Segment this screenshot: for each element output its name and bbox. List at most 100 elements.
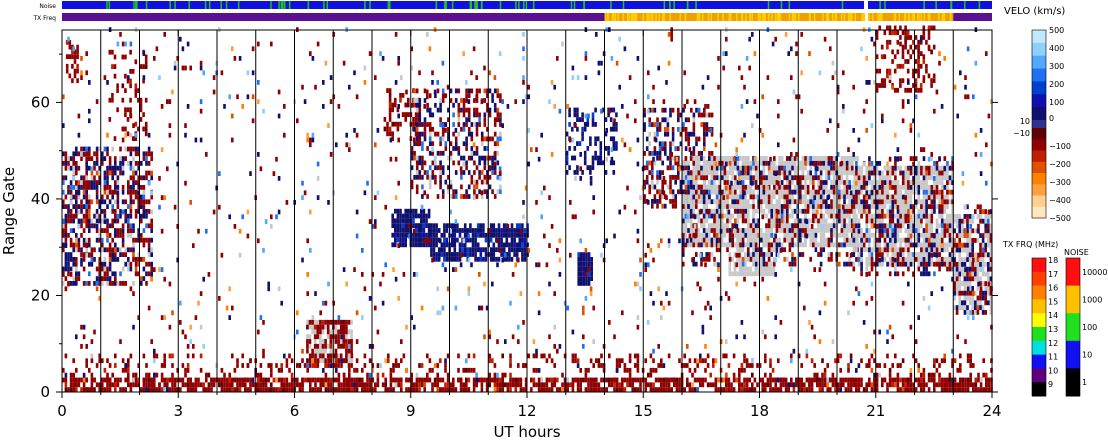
backscatter-pixel [770, 252, 773, 257]
backscatter-pixel [746, 257, 750, 262]
backscatter-pixel [862, 194, 866, 200]
backscatter-pixel [757, 242, 760, 248]
backscatter-pixel [741, 237, 745, 243]
backscatter-pixel [131, 136, 135, 141]
backscatter-pixel [396, 218, 400, 224]
backscatter-pixel [677, 112, 680, 118]
backscatter-pixel [796, 218, 799, 224]
backscatter-pixel [489, 252, 493, 257]
backscatter-pixel [90, 170, 94, 176]
backscatter-pixel [106, 218, 109, 224]
backscatter-pixel [845, 170, 849, 176]
backscatter-pixel [896, 63, 900, 69]
backscatter-pixel [731, 194, 734, 200]
backscatter-pixel [812, 199, 815, 205]
backscatter-pixel [907, 204, 910, 209]
backscatter-pixel [870, 232, 874, 238]
backscatter-pixel [111, 146, 114, 152]
backscatter-pixel [705, 131, 709, 137]
backscatter-pixel [643, 165, 646, 171]
backscatter-pixel [441, 131, 445, 137]
backscatter-pixel [845, 175, 849, 180]
txfreq-strip-speckle [763, 13, 766, 21]
backscatter-pixel [922, 232, 926, 238]
backscatter-pixel [741, 189, 745, 195]
backscatter-pixel [896, 228, 900, 233]
backscatter-pixel [695, 170, 698, 176]
backscatter-pixel [664, 141, 667, 147]
backscatter-pixel [137, 165, 140, 171]
backscatter-pixel [809, 165, 812, 171]
backscatter-pixel [749, 165, 753, 171]
backscatter-pixel [979, 214, 982, 219]
backscatter-pixel [817, 156, 820, 161]
backscatter-pixel [440, 247, 444, 253]
backscatter-pixel [922, 271, 926, 277]
backscatter-pixel [469, 247, 472, 253]
backscatter-pixel [791, 256, 794, 262]
backscatter-pixel [590, 257, 593, 262]
backscatter-pixel [645, 179, 649, 185]
backscatter-pixel [687, 204, 690, 209]
backscatter-pixel [796, 170, 799, 176]
backscatter-pixel [591, 117, 595, 122]
backscatter-pixel [643, 179, 646, 185]
backscatter-pixel [111, 93, 114, 98]
backscatter-pixel [951, 189, 954, 195]
backscatter-pixel [124, 73, 127, 79]
txfreq-strip-speckle [736, 13, 738, 21]
backscatter-pixel [989, 300, 993, 306]
backscatter-pixel [907, 194, 910, 200]
backscatter-pixel [901, 208, 905, 214]
backscatter-pixel [82, 213, 86, 219]
backscatter-pixel [917, 213, 921, 219]
backscatter-pixel [878, 83, 881, 88]
backscatter-pixel [783, 223, 786, 228]
backscatter-pixel [886, 44, 889, 50]
backscatter-pixel [565, 160, 569, 166]
backscatter-pixel [896, 223, 900, 229]
backscatter-pixel [754, 194, 758, 200]
backscatter-pixel [103, 156, 107, 161]
backscatter-pixel [132, 170, 135, 176]
backscatter-pixel [938, 247, 941, 253]
backscatter-pixel [987, 290, 990, 296]
backscatter-pixel [809, 194, 812, 200]
backscatter-pixel [93, 175, 96, 181]
backscatter-pixel [783, 160, 786, 166]
backscatter-pixel [888, 194, 892, 200]
backscatter-pixel [454, 194, 458, 199]
backscatter-pixel [968, 281, 972, 286]
backscatter-pixel [770, 228, 773, 233]
backscatter-pixel [508, 228, 511, 233]
backscatter-pixel [838, 175, 841, 181]
backscatter-pixel [111, 237, 114, 243]
backscatter-pixel [857, 257, 861, 262]
backscatter-pixel [796, 199, 799, 204]
backscatter-pixel [64, 233, 68, 238]
backscatter-pixel [848, 223, 851, 228]
backscatter-pixel [493, 131, 497, 137]
backscatter-pixel [480, 155, 484, 161]
backscatter-pixel [713, 261, 716, 267]
backscatter-pixel [413, 141, 416, 147]
backscatter-pixel [878, 218, 882, 224]
backscatter-pixel [764, 237, 768, 243]
backscatter-pixel [656, 179, 659, 185]
backscatter-pixel [583, 126, 587, 132]
backscatter-pixel [582, 252, 586, 257]
backscatter-pixel [738, 266, 742, 272]
backscatter-pixel [702, 189, 706, 195]
backscatter-pixel [799, 218, 802, 224]
backscatter-pixel [77, 180, 81, 185]
backscatter-pixel [875, 237, 879, 243]
backscatter-pixel [132, 257, 135, 262]
backscatter-pixel [674, 199, 677, 204]
backscatter-pixel [497, 223, 501, 229]
backscatter-pixel [67, 266, 70, 272]
backscatter-pixel [669, 175, 672, 180]
backscatter-pixel [423, 160, 427, 166]
backscatter-pixel [142, 64, 145, 69]
backscatter-pixel [976, 300, 980, 306]
backscatter-pixel [609, 107, 613, 113]
